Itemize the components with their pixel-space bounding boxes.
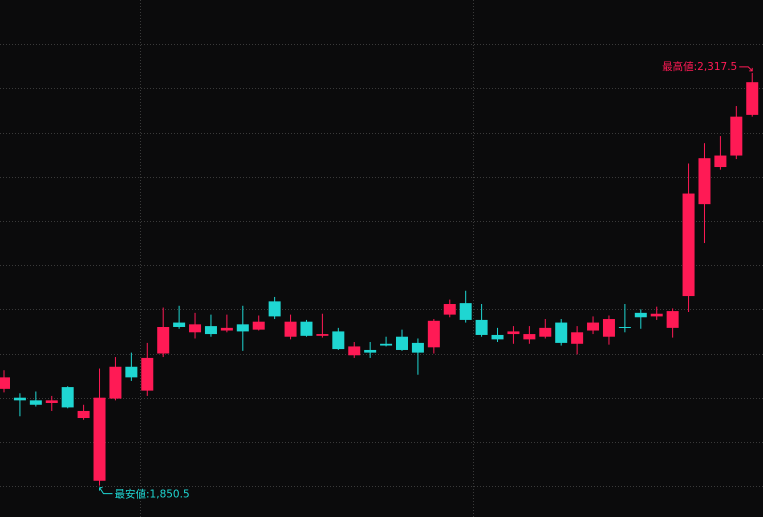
candle-body <box>236 324 249 332</box>
candle-body <box>714 155 727 168</box>
candle-body <box>443 304 456 315</box>
candle-body <box>602 319 615 337</box>
min-label: 最安値:1,850.5 <box>115 488 190 501</box>
candle-body <box>634 312 647 318</box>
candle-body <box>348 346 361 356</box>
max-label: 最高値:2,317.5 <box>662 60 737 73</box>
candle-body <box>491 334 504 340</box>
candle-body <box>555 322 568 343</box>
candle-body <box>204 326 217 335</box>
candle-body <box>427 320 440 348</box>
candle-body <box>157 326 170 354</box>
candle-body <box>698 158 711 205</box>
candle-body <box>587 322 600 331</box>
candle-body <box>13 397 26 401</box>
candle-body <box>109 366 122 399</box>
max-pointer <box>739 66 753 72</box>
candle-body <box>284 321 297 337</box>
candle-body <box>316 334 329 336</box>
candle-body <box>475 319 488 335</box>
candle-body <box>268 301 281 317</box>
candle-body <box>396 336 408 350</box>
candle-body <box>252 321 265 330</box>
candle-body <box>77 410 90 419</box>
candle-body <box>539 327 552 337</box>
candle-body <box>666 311 679 328</box>
candle-body <box>220 327 233 331</box>
candle-body <box>650 313 663 317</box>
candle-body <box>682 193 695 297</box>
candle-body <box>523 334 536 340</box>
candle-body <box>571 332 584 344</box>
candle-body <box>173 322 186 327</box>
candle-body <box>0 377 10 389</box>
candle-body <box>189 324 202 333</box>
candle-body <box>29 400 42 405</box>
candle-body <box>141 357 154 391</box>
candle-body <box>125 366 138 378</box>
candle-body <box>507 331 520 335</box>
candle-body <box>45 400 58 403</box>
candle-body <box>618 326 631 328</box>
candle-body <box>332 331 345 350</box>
min-pointer <box>99 487 113 495</box>
candle-body <box>746 82 759 115</box>
candle-body <box>61 387 74 408</box>
candle-body <box>364 349 377 353</box>
candle-body <box>411 342 424 353</box>
candle-body <box>93 397 106 481</box>
candle-body <box>459 303 472 320</box>
candle-body <box>380 343 393 346</box>
candle-body <box>300 321 313 336</box>
candle-body <box>730 116 743 156</box>
